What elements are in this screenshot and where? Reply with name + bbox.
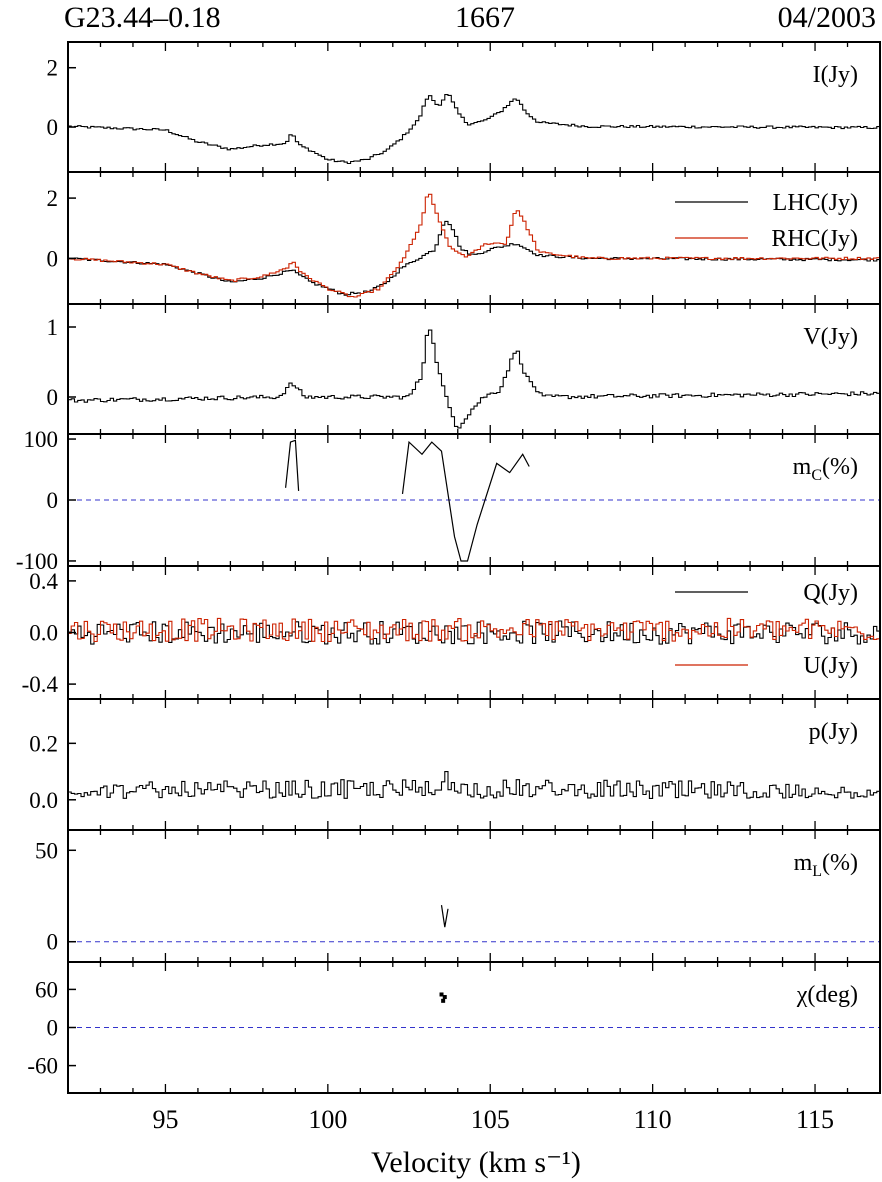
data-point <box>441 998 446 1003</box>
x-tick-label: 115 <box>796 1105 834 1134</box>
line-frequency: 1667 <box>455 1 515 34</box>
series-trace <box>401 440 530 562</box>
series-trace <box>68 329 881 429</box>
ml-panel-label: mL(%) <box>794 850 858 880</box>
legend-label: U(Jy) <box>803 653 858 679</box>
p-panel-label: p(Jy) <box>809 719 858 745</box>
y-tick-label: -60 <box>27 1054 58 1079</box>
x-tick-label: 100 <box>308 1105 347 1134</box>
legend-label: Q(Jy) <box>803 580 858 606</box>
y-tick-label: 1 <box>47 315 59 340</box>
source-name: G23.44–0.18 <box>64 1 221 34</box>
y-tick-label: -0.4 <box>22 672 59 697</box>
y-tick-label: 60 <box>35 977 58 1002</box>
panel-frame <box>67 41 881 173</box>
panel-frame <box>67 698 881 831</box>
chi-panel-label: χ(deg) <box>796 982 858 1008</box>
legend-label: LHC(Jy) <box>773 190 858 216</box>
legend-label: RHC(Jy) <box>771 226 858 252</box>
series-trace <box>440 905 449 928</box>
series-trace <box>68 771 881 799</box>
x-tick-label: 95 <box>152 1105 178 1134</box>
rhcjy-trace <box>68 193 881 298</box>
y-tick-label: 2 <box>47 56 59 81</box>
y-tick-label: 0.2 <box>29 731 58 756</box>
x-tick-label: 110 <box>634 1105 672 1134</box>
y-tick-label: 0 <box>47 246 59 271</box>
epoch-date: 04/2003 <box>777 1 876 34</box>
ujy-trace <box>68 617 881 643</box>
y-tick-label: 0 <box>47 488 59 513</box>
series-trace <box>285 439 300 491</box>
i-panel-label: I(Jy) <box>813 62 858 88</box>
y-tick-label: 2 <box>47 186 59 211</box>
panel-frame <box>67 171 881 305</box>
v-panel-label: V(Jy) <box>803 324 858 350</box>
y-tick-label: 0 <box>47 930 59 955</box>
qjy-trace <box>68 620 881 645</box>
y-tick-label: 0 <box>47 115 59 140</box>
y-tick-label: 0.0 <box>29 621 58 646</box>
data-point <box>442 995 447 1000</box>
panel-frame <box>67 303 881 435</box>
series-trace <box>68 94 881 165</box>
y-tick-label: 0 <box>47 385 59 410</box>
y-tick-label: 0.0 <box>29 788 58 813</box>
y-tick-label: 50 <box>35 838 58 863</box>
data-point <box>439 992 444 997</box>
panel-frame <box>67 565 881 700</box>
x-axis-title: Velocity (km s⁻¹) <box>371 1146 581 1179</box>
y-tick-label: 0 <box>47 1016 59 1041</box>
mc-panel-label: mC(%) <box>793 454 858 484</box>
x-tick-label: 105 <box>471 1105 510 1134</box>
y-tick-label: -100 <box>16 549 58 574</box>
y-tick-label: 100 <box>24 427 59 452</box>
y-tick-label: 0.4 <box>29 569 58 594</box>
